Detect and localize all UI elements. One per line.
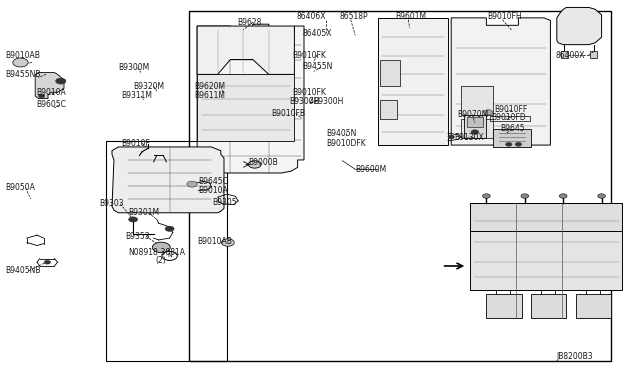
- Bar: [106, 141, 227, 361]
- Text: B9000B: B9000B: [248, 158, 278, 167]
- Circle shape: [38, 94, 45, 98]
- Circle shape: [152, 242, 170, 253]
- Circle shape: [13, 58, 28, 67]
- Text: B9010F: B9010F: [122, 139, 150, 148]
- Bar: [467, 117, 483, 127]
- Circle shape: [248, 161, 261, 168]
- Circle shape: [165, 226, 174, 231]
- Text: B9010FB: B9010FB: [271, 109, 305, 118]
- Text: B9645: B9645: [500, 124, 525, 133]
- Bar: [380, 60, 400, 86]
- Text: 86406X: 86406X: [297, 12, 326, 21]
- Text: N08918-3081A: N08918-3081A: [128, 248, 185, 257]
- Text: B9628: B9628: [237, 18, 261, 27]
- Text: B9601M: B9601M: [395, 12, 426, 21]
- Text: N: N: [167, 253, 172, 259]
- Bar: [461, 86, 493, 115]
- Text: B9645C: B9645C: [198, 177, 228, 186]
- Bar: [590, 51, 597, 58]
- Text: B9353: B9353: [125, 232, 149, 241]
- Text: B9620M: B9620M: [195, 82, 226, 91]
- Text: JB8200B3: JB8200B3: [557, 352, 593, 361]
- Polygon shape: [557, 7, 602, 45]
- Bar: [576, 294, 611, 318]
- Bar: [464, 115, 486, 138]
- Circle shape: [506, 142, 512, 146]
- Text: B9130X: B9130X: [454, 133, 484, 142]
- Text: B9300M: B9300M: [118, 63, 150, 72]
- Text: B9010AB: B9010AB: [197, 237, 232, 246]
- Text: (2): (2): [155, 256, 166, 265]
- Text: B9605C: B9605C: [36, 100, 66, 109]
- Circle shape: [471, 130, 479, 134]
- Text: B9010FK: B9010FK: [292, 88, 326, 97]
- Text: B9600M: B9600M: [355, 165, 387, 174]
- Text: 86400X: 86400X: [556, 51, 585, 60]
- Text: B9311M: B9311M: [122, 92, 152, 100]
- Polygon shape: [378, 18, 448, 145]
- Circle shape: [598, 194, 605, 198]
- Circle shape: [515, 142, 522, 146]
- Polygon shape: [451, 18, 550, 145]
- Text: B9010FF: B9010FF: [494, 105, 527, 114]
- Circle shape: [129, 217, 138, 222]
- Text: B9050A: B9050A: [5, 183, 35, 192]
- Bar: [470, 203, 622, 231]
- Text: B9455NB: B9455NB: [5, 70, 40, 79]
- Circle shape: [484, 110, 493, 115]
- Bar: [380, 100, 397, 119]
- Text: B9010DFK: B9010DFK: [326, 139, 366, 148]
- Text: B9010FH: B9010FH: [488, 12, 522, 21]
- Circle shape: [448, 135, 454, 139]
- Text: B9405N: B9405N: [326, 129, 356, 138]
- Text: B9303: B9303: [99, 199, 124, 208]
- Circle shape: [56, 78, 66, 84]
- Polygon shape: [197, 74, 294, 141]
- Bar: [493, 129, 531, 147]
- Text: B9300H: B9300H: [289, 97, 319, 106]
- Circle shape: [521, 194, 529, 198]
- Text: B9611M: B9611M: [195, 92, 225, 100]
- Text: B9455N: B9455N: [302, 62, 332, 71]
- Bar: [531, 294, 566, 318]
- Text: B9405NB: B9405NB: [5, 266, 40, 275]
- Text: B9320M: B9320M: [133, 82, 164, 91]
- Text: B9010A: B9010A: [198, 186, 228, 195]
- Polygon shape: [35, 73, 64, 99]
- Circle shape: [162, 251, 177, 260]
- Bar: [486, 294, 522, 318]
- Text: B9300H: B9300H: [314, 97, 344, 106]
- Bar: [561, 51, 568, 58]
- Text: B9010FD: B9010FD: [492, 113, 526, 122]
- Circle shape: [44, 260, 51, 264]
- Text: B9010AB: B9010AB: [5, 51, 40, 60]
- Text: 86405X: 86405X: [302, 29, 332, 38]
- Polygon shape: [197, 24, 304, 173]
- Circle shape: [221, 239, 234, 246]
- Text: B9305: B9305: [212, 198, 237, 207]
- Text: B9010FK: B9010FK: [292, 51, 326, 60]
- Bar: [461, 119, 493, 138]
- Text: B9070M: B9070M: [458, 110, 489, 119]
- Text: B9010A: B9010A: [36, 88, 65, 97]
- Polygon shape: [197, 26, 294, 74]
- Circle shape: [187, 181, 197, 187]
- Circle shape: [559, 194, 567, 198]
- Polygon shape: [112, 147, 224, 213]
- Bar: [470, 203, 622, 290]
- Bar: [189, 11, 611, 361]
- Text: 86518P: 86518P: [339, 12, 368, 21]
- Text: B9301M: B9301M: [128, 208, 159, 217]
- Circle shape: [483, 194, 490, 198]
- Bar: [490, 116, 530, 121]
